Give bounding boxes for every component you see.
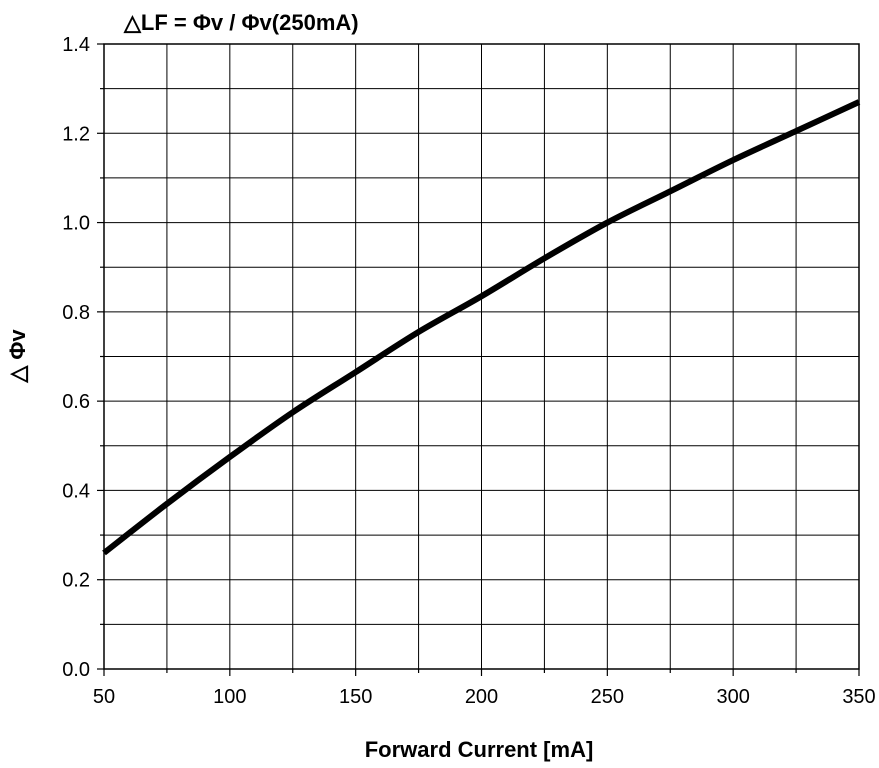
y-tick-label: 1.4	[62, 34, 90, 56]
plot-area-frame	[103, 43, 860, 670]
grid	[103, 43, 860, 670]
x-tick-label: 250	[591, 686, 624, 708]
x-axis-tick-labels: 50 100 150 200 250 300 350	[93, 686, 876, 708]
x-tick-label: 300	[716, 686, 749, 708]
y-axis-tick-labels: 0.0 0.2 0.4 0.6 0.8 1.0 1.2 1.4	[62, 34, 90, 681]
y-tick-label: 1.2	[62, 123, 90, 145]
y-tick-label: 0.6	[62, 391, 90, 413]
chart-title: △LF = Φv / Φv(250mA)	[123, 10, 359, 35]
x-tick-label: 100	[213, 686, 246, 708]
x-axis-title: Forward Current [mA]	[365, 737, 594, 762]
y-tick-label: 1.0	[62, 213, 90, 235]
y-tick-label: 0.0	[62, 659, 90, 681]
x-tick-label: 50	[93, 686, 115, 708]
x-tick-label: 350	[842, 686, 875, 708]
axis-ticks	[97, 43, 860, 676]
x-tick-label: 200	[465, 686, 498, 708]
series-line	[102, 99, 861, 556]
y-tick-label: 0.4	[62, 480, 90, 502]
y-axis-title: △ Φv	[5, 329, 30, 384]
y-tick-label: 0.8	[62, 302, 90, 324]
x-tick-label: 150	[339, 686, 372, 708]
y-tick-label: 0.2	[62, 570, 90, 592]
series-layer	[102, 99, 861, 556]
